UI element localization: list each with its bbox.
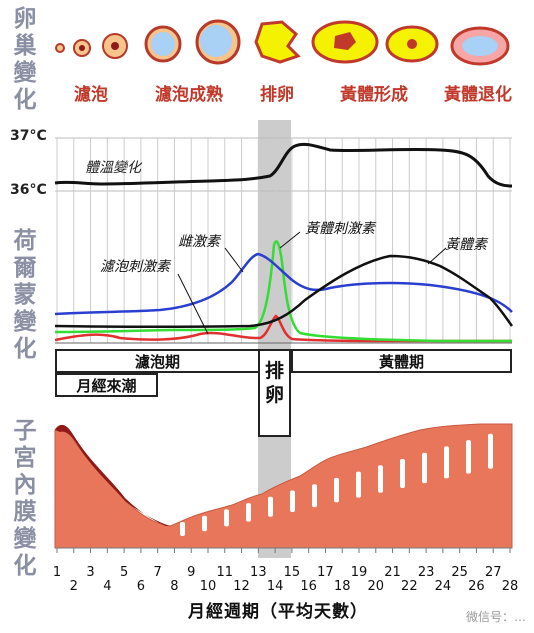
x-tick-label: 24 [435, 579, 452, 594]
hormone-changes-label: 荷爾蒙變化 [13, 228, 37, 362]
endometrium-gland [466, 440, 471, 474]
x-tick-label: 9 [187, 565, 195, 580]
x-tick-label: 1 [53, 565, 61, 580]
ovary-changes-label: 卵巢變化 [13, 6, 37, 113]
x-tick-label: 23 [418, 565, 435, 580]
ovary-icon-row [55, 19, 510, 66]
endometrium-gland [488, 433, 493, 469]
x-tick-label: 7 [154, 565, 162, 580]
x-tick-label: 2 [70, 579, 78, 594]
temperature-curve [54, 142, 513, 188]
temp-low-label: 36°C [10, 182, 47, 198]
x-tick-label: 15 [284, 565, 301, 580]
endometrium-gland [202, 515, 207, 532]
x-tick-label: 26 [468, 579, 485, 594]
x-tick-label: 28 [502, 579, 519, 594]
endometrium-gland [224, 509, 229, 527]
x-tick-label: 21 [384, 565, 401, 580]
x-tick-label: 18 [334, 579, 351, 594]
endometrium-gland [400, 459, 405, 488]
mature-follicle-icon-1-cavity [151, 32, 175, 56]
estrogen-curve [54, 252, 513, 316]
endometrium-changes-label: 子宮內膜變化 [13, 418, 37, 579]
stage-corpus-luteum-regression: 黃體退化 [444, 85, 512, 105]
x-tick-label: 12 [233, 579, 250, 594]
endometrium-glands [180, 433, 493, 536]
x-tick-label: 22 [401, 579, 418, 594]
x-tick-label: 27 [485, 565, 502, 580]
endometrium-gland [444, 446, 449, 479]
x-tick-label: 8 [170, 579, 178, 594]
progesterone-curve [54, 254, 514, 328]
ovulation-box: 排卵 [258, 349, 291, 437]
temp-high-label: 37°C [10, 128, 47, 144]
x-tick-label: 3 [86, 565, 94, 580]
ovulation-icon [254, 20, 301, 64]
x-tick-label: 13 [250, 565, 267, 580]
endometrium-gland [180, 522, 185, 536]
progesterone-label: 黃體素 [445, 237, 487, 253]
endometrium-gland [356, 471, 361, 498]
follicle-icon-1 [55, 43, 65, 53]
x-axis-title: 月經週期（平均天數） [188, 602, 368, 622]
luteal-phase-box: 黃體期 [291, 349, 512, 373]
corpus-luteum-icon-2-core [407, 39, 417, 49]
endometrium-gland [378, 465, 383, 493]
x-tick-label: 19 [351, 565, 368, 580]
menstruation-box: 月經來潮 [55, 373, 158, 397]
x-tick-label: 16 [300, 579, 317, 594]
follicle-icon-3-core [111, 42, 119, 50]
endometrium-gland [312, 484, 317, 508]
watermark: 微信号：… [465, 610, 526, 624]
fsh-label: 濾泡刺激素 [100, 259, 170, 275]
follicular-phase-box: 濾泡期 [55, 349, 260, 373]
follicle-icon-2-core [79, 45, 85, 51]
x-tick-label: 25 [451, 565, 468, 580]
estrogen-label: 雌激素 [178, 234, 220, 250]
stage-follicle: 濾泡 [74, 85, 108, 105]
temperature-curve-label: 體溫變化 [85, 160, 141, 176]
corpus-albicans-icon-core [462, 36, 498, 56]
leader-lines [177, 231, 447, 335]
lh-curve [54, 240, 512, 343]
x-axis-ticks: 1234567891011121314151617181920212223242… [53, 548, 518, 594]
x-tick-label: 17 [317, 565, 334, 580]
x-tick-label: 20 [368, 579, 385, 594]
endometrium-gland [268, 496, 273, 517]
x-tick-label: 6 [137, 579, 145, 594]
x-tick-label: 10 [200, 579, 217, 594]
temperature-grid [55, 137, 512, 192]
stage-follicle-mature: 濾泡成熟 [155, 85, 223, 105]
mature-follicle-icon-2-cavity [200, 25, 232, 57]
lh-label: 黃體刺激素 [305, 221, 375, 237]
x-tick-label: 14 [267, 579, 284, 594]
endometrium-gland [246, 503, 251, 522]
stage-corpus-luteum-formation: 黃體形成 [340, 85, 408, 105]
x-tick-label: 5 [120, 565, 128, 580]
endometrium-gland [422, 452, 427, 484]
corpus-luteum-icon-1-core [334, 32, 356, 50]
day-grid [56, 138, 511, 343]
x-tick-label: 4 [103, 579, 111, 594]
endometrium-gland [290, 490, 295, 512]
endometrium-gland [334, 477, 339, 503]
x-tick-label: 11 [217, 565, 234, 580]
stage-ovulation: 排卵 [260, 85, 294, 105]
